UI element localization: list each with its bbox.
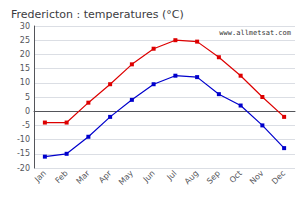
svg-text:5: 5: [25, 93, 30, 102]
svg-text:20: 20: [20, 50, 30, 59]
svg-text:Feb: Feb: [53, 169, 69, 185]
svg-text:www.allmetsat.com: www.allmetsat.com: [219, 29, 291, 37]
svg-text:Jan: Jan: [32, 169, 48, 185]
svg-text:-20: -20: [17, 164, 30, 173]
svg-text:Sep: Sep: [205, 169, 222, 186]
svg-text:15: 15: [20, 64, 30, 73]
svg-text:-15: -15: [17, 149, 30, 158]
svg-text:Dec: Dec: [270, 169, 287, 186]
svg-text:10: 10: [20, 78, 30, 87]
svg-text:Mar: Mar: [75, 168, 93, 186]
svg-text:Jul: Jul: [165, 169, 179, 183]
svg-text:0: 0: [25, 107, 30, 116]
svg-text:Aug: Aug: [183, 169, 200, 186]
svg-text:May: May: [117, 169, 135, 187]
svg-text:-10: -10: [17, 135, 30, 144]
svg-text:-5: -5: [22, 121, 30, 130]
svg-text:Apr: Apr: [97, 168, 114, 185]
svg-text:Fredericton : temperatures (°C: Fredericton : temperatures (°C): [11, 8, 184, 21]
svg-text:25: 25: [20, 36, 30, 45]
svg-text:Oct: Oct: [228, 169, 244, 185]
svg-text:Jun: Jun: [141, 169, 157, 185]
svg-text:Nov: Nov: [248, 169, 266, 187]
svg-text:30: 30: [20, 22, 30, 31]
